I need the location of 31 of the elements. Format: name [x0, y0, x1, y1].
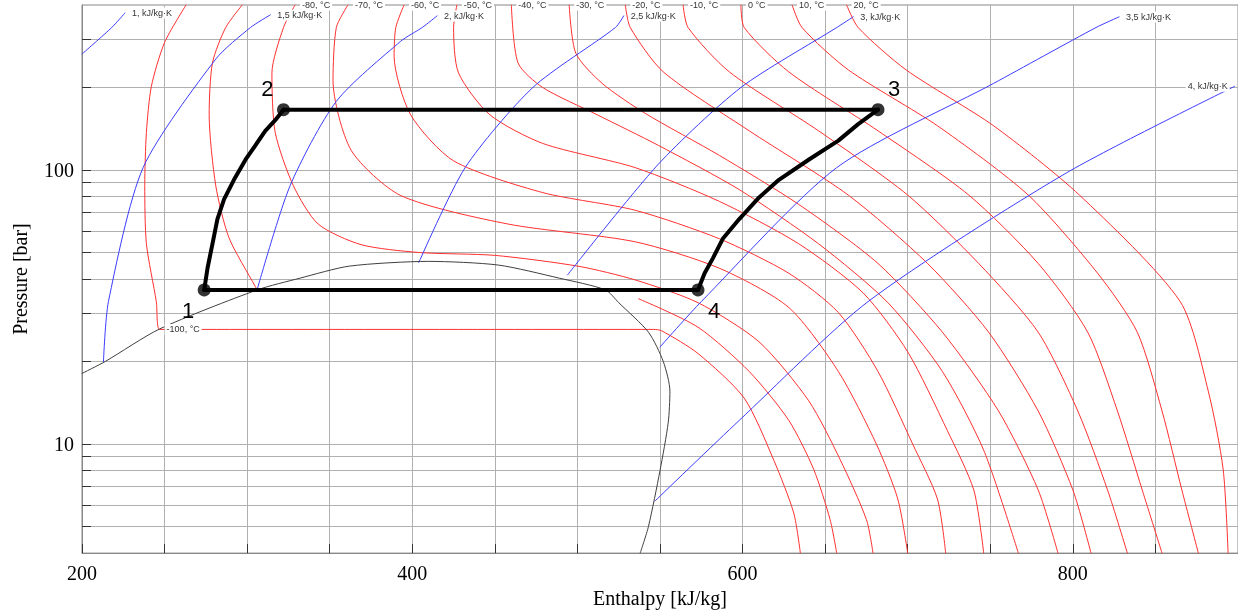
series-label: -40, °C [518, 0, 547, 10]
series-label: 2, kJ/kg·K [444, 10, 485, 21]
series-label: 0 °C [747, 0, 767, 10]
series-label: -70, °C [354, 0, 384, 10]
series-label: -50, °C [463, 0, 493, 10]
series-label: 2,5 kJ/kg·K [630, 10, 676, 21]
series-label: 3,5 kJ/kg·K [1126, 11, 1172, 22]
annotation: 1 [181, 298, 195, 324]
series-label: -80, °C [302, 0, 331, 10]
series-label: -10, °C [690, 0, 719, 10]
x-axis-title: Enthalpy [kJ/kg] [593, 587, 727, 610]
series-label: 4, kJ/kg·K [1187, 81, 1228, 92]
y-axis-title: Pressure [bar] [9, 223, 31, 335]
series-label: 1,5 kJ/kg·K [277, 9, 323, 20]
series-label: 1, kJ/kg·K [131, 8, 172, 18]
x-tick-label: 800 [1057, 562, 1088, 585]
annotation: 3 [887, 76, 901, 102]
x-tick-label: 600 [727, 562, 758, 585]
series-label: 20, °C [853, 0, 880, 10]
series-label: 10, °C [799, 0, 825, 10]
series-label: -20, °C [632, 0, 661, 10]
x-tick-label: 200 [67, 562, 97, 585]
series-label: -60, °C [411, 0, 440, 10]
series-label: 3, kJ/kg·K [860, 11, 901, 22]
annotation: 2 [261, 76, 274, 102]
series-label: -30, °C [576, 0, 605, 10]
y-tick-label: 100 [44, 158, 74, 181]
x-tick-label: 400 [397, 562, 428, 585]
series-label: -100, °C [166, 324, 201, 335]
y-tick-label: 10 [54, 433, 74, 456]
annotation: 4 [707, 298, 721, 324]
